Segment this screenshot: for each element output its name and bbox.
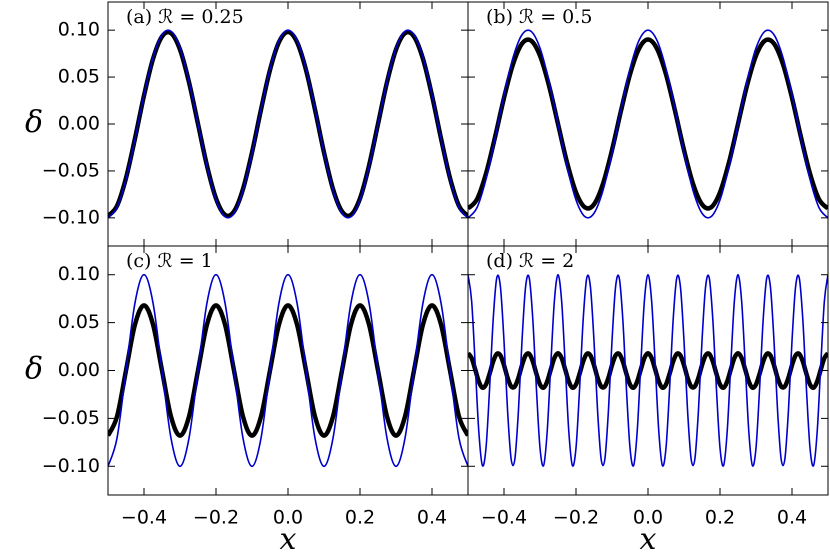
y-tick-label: −0.10 xyxy=(42,206,100,228)
x-tick-label: 0.0 xyxy=(273,507,303,529)
x-tick-label: −0.4 xyxy=(481,507,527,529)
y-tick-label: 0.05 xyxy=(58,311,100,333)
simulation-line xyxy=(108,303,468,438)
panel: −0.4 −0.2 0.0 0.2 0.4 (d) ℛ = 2 x xyxy=(467,245,829,557)
y-tick-label: 0.00 xyxy=(58,359,100,381)
y-tick-label: 0.00 xyxy=(58,113,100,135)
x-axis-label: x xyxy=(280,522,297,557)
panel-title: (b) ℛ = 0.5 xyxy=(486,6,592,28)
panel: −0.10 −0.05 0.00 0.05 0.10 (a) ℛ = 0.25 δ xyxy=(25,1,469,247)
panel: (b) ℛ = 0.5 xyxy=(467,1,829,247)
x-tick-label: −0.2 xyxy=(553,507,599,529)
x-tick-label: 0.2 xyxy=(345,507,375,529)
panel-title: (d) ℛ = 2 xyxy=(486,250,574,272)
y-axis-label: δ xyxy=(25,105,43,140)
x-tick-label: 0.4 xyxy=(777,507,807,529)
y-tick-label: 0.10 xyxy=(58,263,100,285)
theory-line xyxy=(468,273,828,467)
panel-title: (a) ℛ = 0.25 xyxy=(126,6,244,28)
y-axis-label: δ xyxy=(25,352,43,387)
y-tick-label: 0.05 xyxy=(58,66,100,88)
x-tick-label: 0.4 xyxy=(417,507,447,529)
theory-line xyxy=(468,29,828,219)
panel-title: (c) ℛ = 1 xyxy=(126,250,213,272)
theory-line xyxy=(108,29,468,219)
simulation-line xyxy=(108,29,468,219)
panel: −0.10 −0.05 0.00 0.05 0.10 −0.4 −0.2 0.0 0.2 0.4 (… xyxy=(25,245,469,557)
y-tick-label: −0.05 xyxy=(42,407,100,429)
y-tick-label: −0.05 xyxy=(42,159,100,181)
simulation-line xyxy=(468,351,828,390)
x-tick-label: 0.2 xyxy=(705,507,735,529)
theory-line xyxy=(108,273,468,468)
y-tick-label: 0.10 xyxy=(58,19,100,41)
x-axis-label: x xyxy=(640,522,657,557)
x-tick-label: −0.2 xyxy=(193,507,239,529)
x-tick-label: −0.4 xyxy=(121,507,167,529)
simulation-line xyxy=(468,37,828,211)
x-tick-label: 0.0 xyxy=(633,507,663,529)
y-tick-label: −0.10 xyxy=(42,455,100,477)
